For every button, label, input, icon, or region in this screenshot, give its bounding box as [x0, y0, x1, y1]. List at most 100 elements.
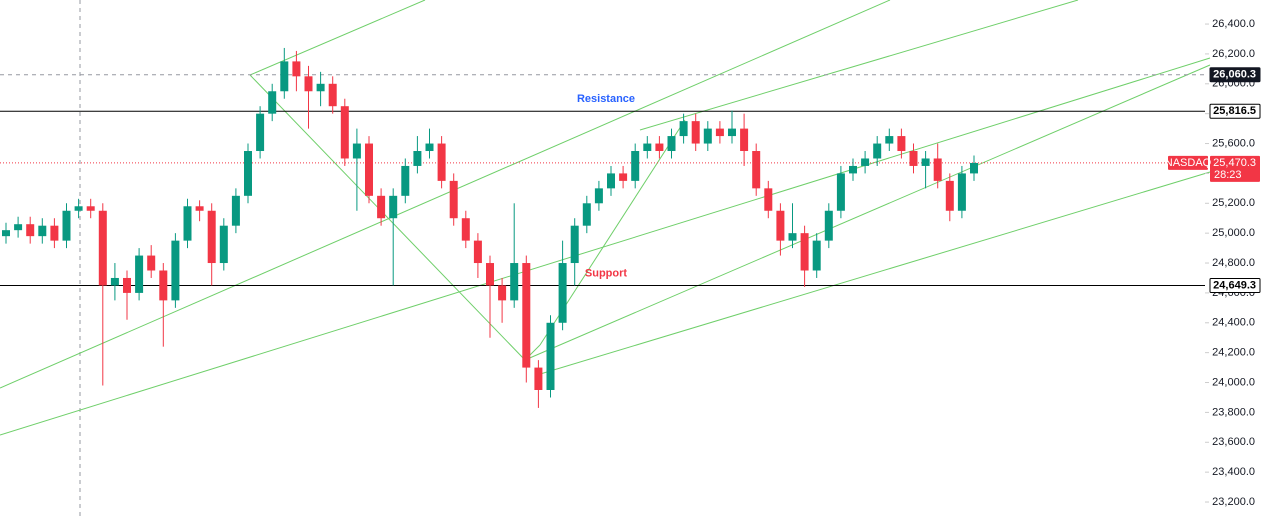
trendline — [639, 0, 1079, 131]
level-annotation: Resistance — [577, 93, 635, 105]
level-label-bg — [1209, 103, 1261, 119]
candle-body — [486, 263, 494, 286]
candle-body — [123, 277, 131, 293]
candle-body — [135, 255, 144, 293]
candle-body — [413, 151, 422, 166]
candle-body — [389, 195, 398, 219]
candle-body — [195, 206, 204, 211]
candle-body — [304, 76, 313, 92]
candle-body — [86, 206, 95, 211]
candle-body — [546, 322, 555, 390]
candle-body — [945, 180, 954, 211]
candle-body — [570, 225, 579, 264]
y-tick-label: 26,400.0 — [1212, 18, 1255, 30]
crosshair-label: 26,060.3 — [1213, 69, 1256, 81]
trendline — [524, 64, 1211, 361]
symbol-bg — [1168, 155, 1208, 170]
candle-body — [788, 233, 797, 241]
candle-body — [909, 151, 918, 166]
candle-body — [752, 151, 761, 189]
y-tick-label: 23,600.0 — [1212, 436, 1255, 448]
y-tick-label: 23,400.0 — [1212, 466, 1255, 478]
candle-body — [522, 263, 531, 368]
y-tick-label: 24,400.0 — [1212, 317, 1255, 329]
trendline — [0, 57, 1211, 436]
candle-body — [280, 61, 289, 92]
candle-body — [764, 188, 773, 211]
candle-body — [534, 367, 543, 390]
candle-body — [328, 83, 337, 107]
candle-body — [159, 270, 168, 301]
candle-body — [691, 121, 700, 144]
candle-body — [510, 263, 519, 301]
candle-body — [740, 128, 749, 152]
candle-body — [147, 255, 156, 271]
level-label-bg — [1209, 278, 1261, 294]
candle-body — [849, 165, 857, 174]
candle-body — [667, 136, 676, 152]
candle-body — [62, 210, 71, 241]
candle-body — [897, 136, 906, 152]
candle-body — [836, 173, 845, 211]
candle-body — [643, 143, 652, 152]
candle-body — [703, 128, 712, 144]
y-tick-label: 24,200.0 — [1212, 347, 1255, 359]
candle-body — [957, 173, 966, 211]
level-annotation: Support — [585, 267, 627, 279]
y-tick-label: 25,600.0 — [1212, 137, 1255, 149]
candle-body — [292, 61, 301, 77]
candle-body — [449, 180, 458, 219]
y-tick-label: 25,000.0 — [1212, 227, 1255, 239]
y-tick-label: 24,000.0 — [1212, 376, 1255, 388]
candle-body — [2, 230, 10, 237]
y-tick-label: 23,800.0 — [1212, 406, 1255, 418]
trendline — [249, 0, 426, 76]
level-label: 24,649.3 — [1213, 279, 1256, 291]
candle-body — [461, 218, 470, 241]
candle-body — [933, 158, 942, 181]
candle-body — [679, 121, 688, 137]
candle-body — [824, 210, 833, 241]
candle-body — [607, 173, 615, 189]
last-price-bg — [1210, 155, 1260, 182]
y-tick-label: 23,200.0 — [1212, 496, 1255, 508]
candle-body — [861, 158, 870, 166]
candle-body — [183, 206, 192, 241]
candle-body — [244, 151, 252, 196]
candle-body — [970, 162, 978, 174]
candle-body — [582, 203, 591, 226]
candle-body — [365, 143, 373, 196]
candle-body — [316, 83, 325, 92]
candle-body — [171, 240, 180, 301]
candle-body — [231, 195, 240, 226]
candle-body — [594, 188, 603, 204]
candle-body — [207, 210, 216, 264]
candle-body — [728, 128, 736, 137]
trendline — [536, 171, 1211, 376]
trendlines — [0, 0, 1211, 436]
candle-body — [885, 136, 894, 144]
candle-body — [14, 224, 23, 231]
crosshair-label-bg — [1209, 67, 1261, 83]
candle-body — [921, 158, 930, 166]
candle-body — [268, 91, 277, 114]
candle-body — [110, 277, 119, 286]
candle-body — [776, 210, 785, 241]
candle-body — [800, 233, 809, 271]
candle-body — [655, 143, 664, 152]
candle-body — [558, 263, 567, 323]
trendline — [249, 74, 526, 361]
y-tick-label: 25,200.0 — [1212, 197, 1255, 209]
candle-body — [219, 225, 228, 264]
candle-body — [74, 206, 83, 211]
candle-body — [619, 173, 628, 181]
level-label: 25,816.5 — [1213, 105, 1256, 117]
candle-body — [377, 195, 386, 219]
countdown: 28:23 — [1214, 169, 1242, 181]
candle-body — [437, 143, 446, 181]
candle-body — [873, 143, 882, 159]
symbol-label: NASDAQ — [1165, 157, 1212, 169]
candle-body — [631, 151, 640, 181]
